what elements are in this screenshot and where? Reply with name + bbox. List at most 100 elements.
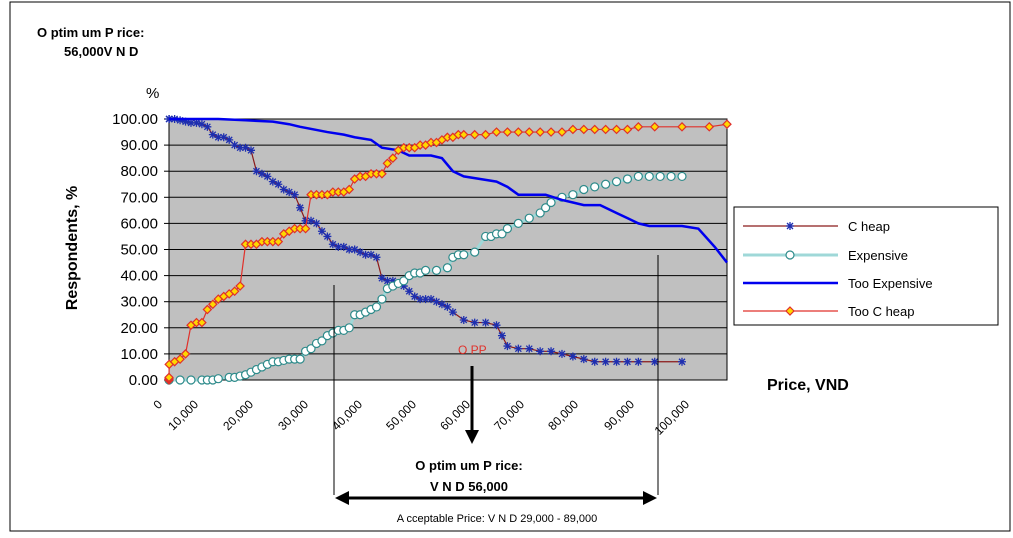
data-point	[622, 124, 633, 135]
data-point	[644, 171, 654, 182]
data-point	[443, 302, 452, 311]
data-point	[536, 347, 545, 356]
data-point	[437, 300, 446, 309]
data-point	[377, 294, 387, 304]
data-point	[535, 127, 546, 137]
series-0	[165, 115, 686, 366]
data-point	[192, 118, 201, 127]
data-point	[634, 357, 643, 366]
data-point	[328, 240, 337, 249]
header-title-line2: 56,000V N D	[64, 44, 138, 59]
data-point	[219, 133, 228, 142]
data-point	[295, 354, 305, 364]
data-point	[236, 143, 245, 152]
data-point	[546, 127, 556, 137]
data-point	[197, 120, 206, 129]
data-point	[502, 127, 513, 137]
data-point	[480, 129, 491, 140]
data-point	[197, 317, 207, 328]
data-point	[420, 265, 431, 275]
data-point	[655, 171, 665, 182]
data-point	[344, 323, 354, 333]
data-point	[300, 223, 311, 234]
data-point	[235, 281, 245, 291]
data-point	[203, 122, 212, 131]
data-point	[399, 276, 409, 286]
data-point	[257, 169, 266, 178]
data-point	[541, 203, 551, 213]
acceptable-range-arrow-right	[643, 491, 657, 505]
data-point	[405, 287, 414, 296]
data-point	[633, 121, 644, 132]
acceptable-price-label: A cceptable Price: V N D 29,000 - 89,000	[397, 513, 598, 525]
data-point	[578, 124, 589, 135]
legend-label: Too C heap	[848, 304, 915, 319]
data-point	[361, 250, 370, 259]
data-point	[377, 274, 386, 283]
y-tick-label: 0.00	[129, 372, 158, 389]
data-point	[677, 171, 687, 182]
data-point	[590, 357, 599, 366]
data-point	[307, 216, 316, 225]
series-3	[164, 119, 732, 385]
data-point	[290, 190, 299, 199]
legend-marker	[786, 222, 794, 230]
acceptable-range-arrow-left	[335, 491, 349, 505]
series-1	[164, 171, 687, 385]
data-point	[666, 171, 676, 182]
data-point	[546, 197, 556, 208]
data-point	[568, 352, 577, 361]
data-point	[372, 253, 381, 262]
data-point	[442, 263, 453, 273]
y-tick-label: 70.00	[120, 189, 158, 206]
y-tick-label: 30.00	[120, 294, 158, 311]
data-point	[650, 357, 659, 366]
data-point	[230, 141, 239, 150]
series-2	[169, 117, 728, 264]
data-point	[416, 295, 425, 304]
data-point	[557, 127, 567, 137]
legend-box	[733, 206, 999, 326]
data-point	[285, 188, 294, 197]
data-point	[623, 357, 632, 366]
data-point	[470, 247, 480, 257]
legend-label: Too Expensive	[848, 276, 933, 291]
data-point	[568, 190, 578, 200]
data-point	[213, 374, 223, 384]
data-point	[622, 174, 633, 184]
data-point	[579, 355, 588, 364]
data-point	[214, 133, 223, 142]
legend-marker	[785, 250, 795, 260]
optimum-price-value: V N D 56,000	[430, 479, 508, 494]
y-tick-label: 60.00	[120, 215, 158, 232]
data-point	[383, 276, 392, 285]
data-point	[371, 302, 382, 312]
data-point	[350, 245, 359, 254]
data-point	[503, 342, 512, 351]
legend-label: Expensive	[848, 248, 908, 263]
data-point	[382, 158, 393, 169]
data-point	[301, 216, 310, 225]
data-point	[388, 153, 398, 163]
data-point	[469, 129, 480, 140]
data-point	[180, 349, 191, 359]
data-point	[513, 218, 523, 228]
data-point	[334, 242, 343, 251]
data-point	[470, 318, 479, 327]
data-point	[459, 315, 468, 324]
data-point	[247, 146, 256, 155]
data-point	[497, 331, 506, 340]
data-point	[557, 349, 566, 358]
y-tick-label: 90.00	[120, 137, 158, 154]
data-point	[704, 121, 715, 132]
y-axis-unit: %	[146, 85, 159, 102]
data-point	[202, 304, 213, 315]
data-point	[547, 347, 556, 356]
data-point	[525, 344, 534, 353]
data-point	[722, 119, 732, 130]
data-point	[263, 172, 272, 181]
data-point	[175, 375, 185, 385]
opp-arrow-head	[465, 430, 479, 444]
data-point	[600, 124, 611, 135]
